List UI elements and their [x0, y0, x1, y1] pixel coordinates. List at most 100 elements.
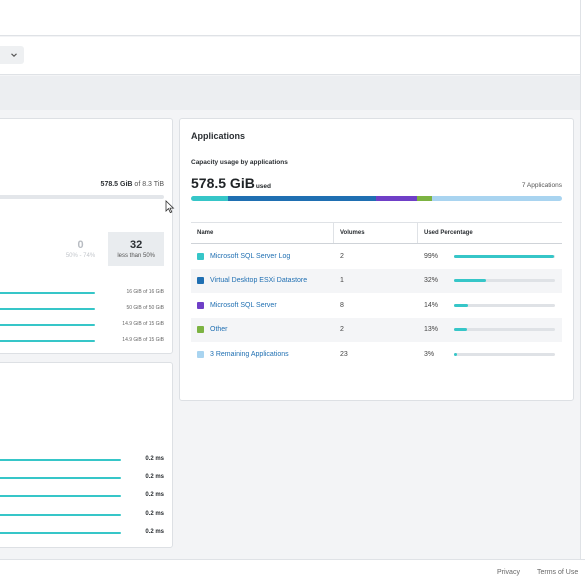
color-swatch-icon [197, 252, 204, 260]
used-percent-bar [454, 279, 555, 283]
latency-bar [0, 495, 121, 497]
privacy-link[interactable]: Privacy [497, 569, 520, 576]
chevron-down-icon [11, 53, 17, 57]
volume-row: 50 GiB of 50 GiB [0, 305, 164, 313]
table-row: Virtual Desktop ESXi Datastore 1 32% [191, 268, 562, 293]
volume-usage-text: 50 GiB of 50 GiB [126, 305, 164, 311]
bucket-label: 50% - 74% [65, 253, 96, 259]
color-swatch-icon [197, 350, 204, 358]
latency-bar [0, 514, 121, 516]
latency-value: 0.2 ms [145, 456, 164, 462]
capacity-bar [0, 195, 164, 199]
right-edge-panel [580, 0, 585, 560]
used-percentage-cell: 99% [418, 253, 562, 260]
application-link[interactable]: Microsoft SQL Server [210, 301, 277, 309]
latency-value: 0.2 ms [145, 492, 164, 498]
color-swatch-icon [197, 277, 204, 285]
bucket-3[interactable]: 32 less than 50% [108, 232, 165, 266]
used-percent-text: 3% [424, 350, 435, 358]
used-percent-bar [454, 328, 555, 332]
used-percent-text: 13% [424, 326, 439, 334]
capacity-used-suffix: of 8.3 TiB [134, 181, 164, 188]
bucket-label: less than 50% [117, 253, 156, 259]
application-link[interactable]: Virtual Desktop ESXi Datastore [210, 277, 308, 285]
color-swatch-icon [197, 326, 204, 334]
volumes-cell: 2 [340, 326, 344, 334]
used-percent-text: 99% [424, 252, 439, 260]
used-value: 578.5 GiB [191, 175, 255, 191]
name-cell: Other [191, 326, 334, 334]
column-name[interactable]: Name [191, 223, 334, 243]
volume-usage-text: 14.9 GiB of 15 GiB [122, 337, 164, 343]
table-row: Other 2 13% [191, 317, 562, 342]
bucket-count: 32 [130, 239, 143, 251]
applications-count: 7 Applications [521, 182, 562, 189]
table-header: Name Volumes Used Percentage [191, 222, 562, 244]
color-swatch-icon [197, 301, 204, 309]
latency-row: 0.2 ms [0, 511, 164, 519]
capacity-segment [191, 196, 229, 201]
latency-bar [0, 532, 121, 534]
applications-title: Applications [191, 131, 246, 141]
capacity-segment [376, 196, 418, 201]
filter-dropdown[interactable] [0, 46, 24, 64]
latency-value: 0.2 ms [145, 529, 164, 535]
used-percent-fill [454, 254, 554, 258]
table-row: Microsoft SQL Server 8 14% [191, 293, 562, 318]
applications-card: Applications Capacity usage by applicati… [179, 118, 574, 401]
volume-row: 14.9 GiB of 15 GiB [0, 321, 164, 329]
application-link[interactable]: Microsoft SQL Server Log [210, 252, 291, 260]
column-volumes[interactable]: Volumes [334, 223, 418, 243]
capacity-card: 578.5 GiB of 8.3 TiB 0 50% - 74% 32 less… [0, 118, 173, 354]
latency-row: 0.2 ms [0, 456, 164, 464]
used-percentage-cell: 14% [418, 302, 562, 309]
filter-bar [0, 37, 585, 75]
name-cell: Microsoft SQL Server [191, 301, 334, 309]
volumes-cell: 2 [340, 252, 344, 260]
mouse-cursor-icon [165, 200, 175, 214]
application-link[interactable]: Other [210, 326, 228, 334]
used-percent-bar [454, 352, 555, 356]
name-cell: Microsoft SQL Server Log [191, 252, 334, 260]
used-percent-bar [454, 254, 555, 258]
name-cell: 3 Remaining Applications [191, 350, 334, 358]
applications-used: 578.5 GiBused [191, 175, 271, 191]
latency-value: 0.2 ms [145, 474, 164, 480]
volume-usage-bar [0, 308, 95, 310]
bucket-2[interactable]: 0 50% - 74% [53, 232, 109, 266]
section-strip [0, 76, 585, 110]
volumes-cell: 23 [340, 350, 348, 358]
used-percent-bar [454, 303, 555, 307]
latency-value: 0.2 ms [145, 511, 164, 517]
latency-bar [0, 459, 121, 461]
latency-row: 0.2 ms [0, 474, 164, 482]
volume-usage-bar [0, 292, 95, 294]
used-unit: used [255, 183, 271, 190]
bucket-count: 0 [77, 239, 84, 251]
bucket-1[interactable] [0, 232, 53, 266]
footer: Privacy Terms of Use [0, 559, 585, 585]
latency-row: 0.2 ms [0, 492, 164, 500]
volume-row: 16 GiB of 16 GiB [0, 289, 164, 297]
application-link[interactable]: 3 Remaining Applications [210, 350, 289, 358]
capacity-used-value: 578.5 GiB [100, 181, 133, 188]
capacity-segment [417, 196, 433, 201]
table-row: Microsoft SQL Server Log 2 99% [191, 244, 562, 269]
table-row: 3 Remaining Applications 23 3% [191, 342, 562, 367]
terms-link[interactable]: Terms of Use [537, 569, 579, 576]
used-percent-fill [454, 303, 469, 307]
volume-usage-text: 16 GiB of 16 GiB [126, 289, 164, 295]
volume-usage-bar [0, 324, 95, 326]
latency-bar [0, 477, 121, 479]
used-percentage-cell: 3% [418, 351, 562, 358]
volume-usage-bar [0, 340, 95, 342]
capacity-segment [228, 196, 377, 201]
used-percentage-cell: 13% [418, 326, 562, 333]
top-bar [0, 0, 585, 36]
latency-row: 0.2 ms [0, 529, 164, 537]
capacity-total: 578.5 GiB of 8.3 TiB [101, 181, 164, 188]
column-used-percentage[interactable]: Used Percentage [424, 230, 473, 236]
volume-usage-text: 14.9 GiB of 15 GiB [122, 321, 164, 327]
latency-card: 0.2 ms 0.2 ms 0.2 ms 0.2 ms 0.2 ms [0, 362, 173, 548]
used-percent-text: 14% [424, 301, 439, 309]
